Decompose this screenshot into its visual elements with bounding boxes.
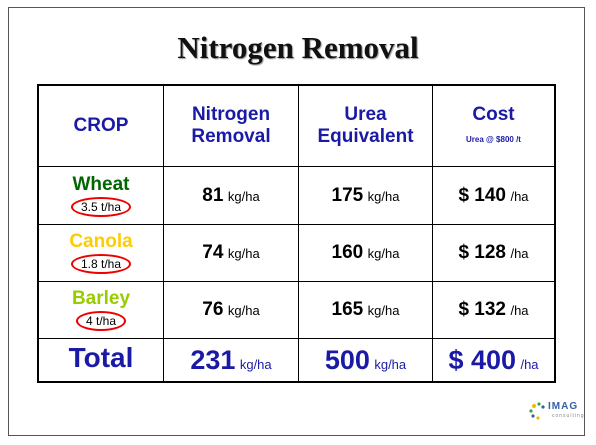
crop-yield: 1.8 t/ha [70,253,132,274]
crop-cell: Wheat 3.5 t/ha [37,166,164,225]
value-number: 76 [202,299,224,321]
crop-row: Barley 4 t/ha 76 kg/ha 165 kg/ha $ 132 /ha [37,280,556,340]
crop-row: Canola 1.8 t/ha 74 kg/ha 160 kg/ha $ 128 /ha [37,223,556,282]
logo-subtext: consulting [552,413,585,419]
value-cell: $ 132 /ha [432,280,556,340]
crop-row: Wheat 3.5 t/ha 81 kg/ha 175 kg/ha $ 140 /ha [37,166,556,225]
value-unit: kg/ha [227,303,260,319]
value-unit: kg/ha [367,188,400,204]
value-cell: 81 kg/ha [163,166,299,225]
value-cell: 231 kg/ha [163,338,299,383]
value-cell: $ 140 /ha [432,166,556,225]
value-number: 74 [202,241,224,263]
value-cell: $ 128 /ha [432,223,556,282]
value-cell: 74 kg/ha [163,223,299,282]
crop-name: Wheat [72,173,130,195]
slide-frame [8,7,585,436]
value-unit: kg/ha [227,245,260,261]
total-label: Total [68,342,134,374]
value-unit: /ha [510,188,529,204]
value-unit: kg/ha [374,356,407,372]
crop-name: Canola [69,230,133,252]
total-row: Total 231 kg/ha 500 kg/ha $ 400 /ha [37,338,556,383]
value-cell: $ 400 /ha [432,338,556,383]
crop-cell: Barley 4 t/ha [37,280,164,340]
value-number: 231 [190,344,236,375]
value-number: $ 140 [458,184,506,206]
header-text: Equivalent [317,126,414,148]
value-number: $ 400 [448,344,517,375]
crop-yield: 3.5 t/ha [70,196,132,217]
value-unit: kg/ha [367,303,400,319]
header-text: Nitrogen [191,104,271,126]
value-cell: 175 kg/ha [298,166,433,225]
header-text: CROP [73,115,129,137]
value-unit: kg/ha [227,188,260,204]
value-unit: kg/ha [367,245,400,261]
value-number: 165 [331,299,364,321]
value-number: $ 132 [458,299,506,321]
value-number: $ 128 [458,241,506,263]
total-cell: Total [37,338,164,383]
value-number: 160 [331,241,364,263]
crop-name: Barley [71,288,131,310]
value-number: 175 [331,184,364,206]
value-unit: /ha [520,356,539,372]
header-text: Urea [344,104,387,126]
header-note: Urea @ $800 /t [466,135,521,145]
value-unit: /ha [510,303,529,319]
header-cell: CROP [37,84,164,168]
value-unit: /ha [510,245,529,261]
header-cell: Nitrogen Removal [163,84,299,168]
value-cell: 165 kg/ha [298,280,433,340]
value-cell: 500 kg/ha [298,338,433,383]
value-cell: 160 kg/ha [298,223,433,282]
logo-icon [529,402,545,420]
header-cell: Urea Equivalent [298,84,433,168]
value-unit: kg/ha [239,356,272,372]
logo-text: IMAG [548,401,579,412]
value-number: 81 [202,184,224,206]
crop-cell: Canola 1.8 t/ha [37,223,164,282]
crop-yield: 4 t/ha [75,311,127,332]
slide-title: Nitrogen Removal [177,30,419,65]
header-cell: Cost Urea @ $800 /t [432,84,556,168]
header-row: CROP Nitrogen Removal Urea Equivalent Cost… [37,84,556,168]
header-text: Cost [472,104,515,126]
value-number: 500 [324,344,370,375]
value-cell: 76 kg/ha [163,280,299,340]
data-table: CROP Nitrogen Removal Urea Equivalent Cost… [37,84,556,383]
header-text: Removal [191,126,271,148]
